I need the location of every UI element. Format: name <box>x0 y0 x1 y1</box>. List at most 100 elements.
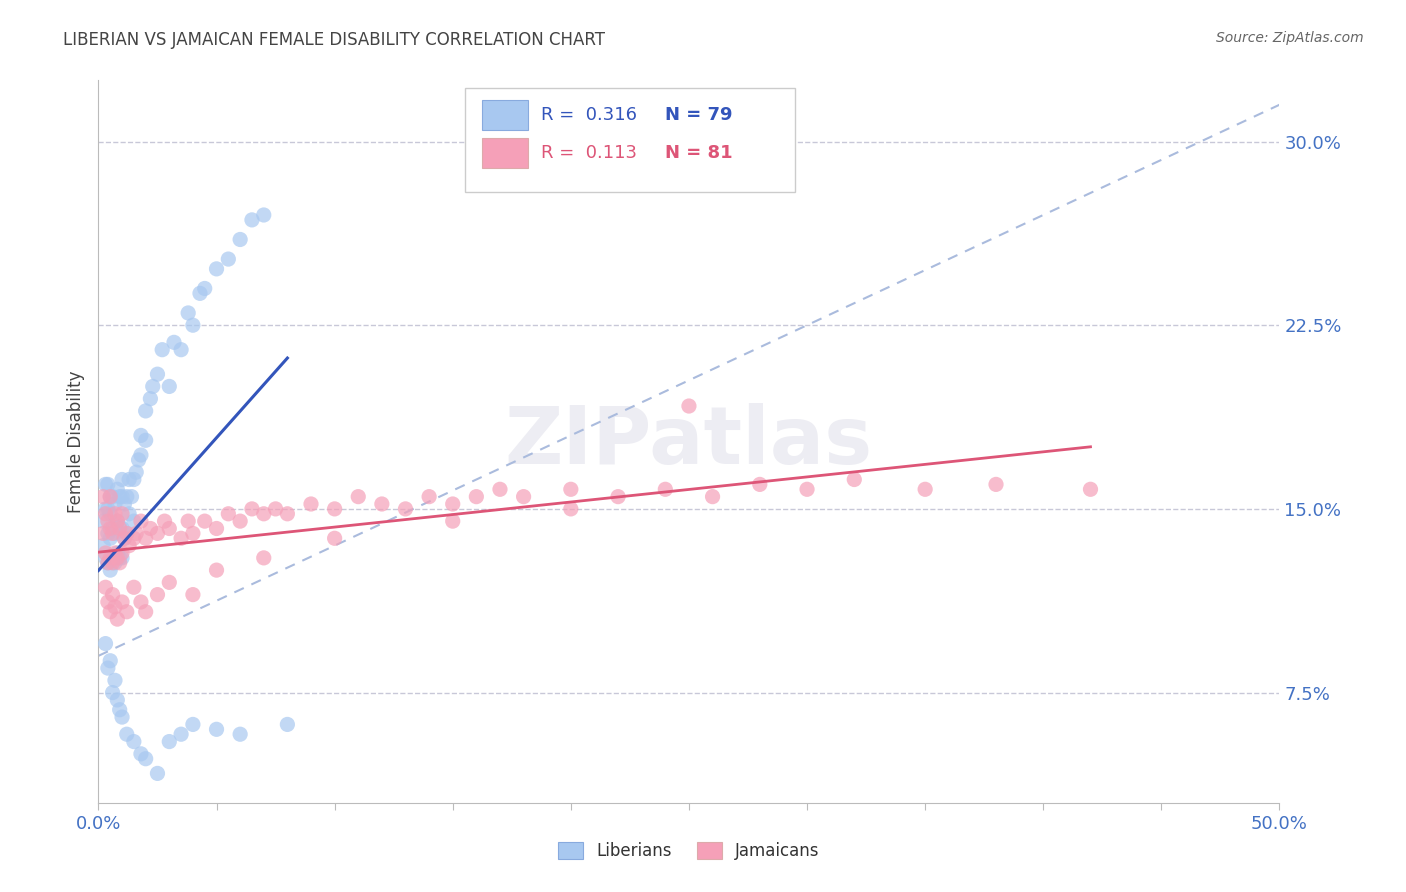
Point <box>115 605 138 619</box>
Point <box>170 727 193 741</box>
Point <box>111 546 134 560</box>
Point <box>560 502 582 516</box>
Point <box>153 514 176 528</box>
Point <box>98 550 121 565</box>
Point <box>205 563 228 577</box>
Point <box>112 531 135 545</box>
Point <box>111 550 134 565</box>
Point <box>97 556 120 570</box>
Point <box>465 490 488 504</box>
Point <box>702 490 724 504</box>
Point <box>181 717 204 731</box>
Point <box>111 521 134 535</box>
Point <box>253 507 276 521</box>
Point <box>94 477 117 491</box>
Point <box>98 521 121 535</box>
Point <box>844 473 866 487</box>
Text: ZIPatlas: ZIPatlas <box>505 402 873 481</box>
Point <box>112 531 135 545</box>
Point <box>276 717 298 731</box>
Point <box>253 208 276 222</box>
Point <box>122 734 145 748</box>
Point <box>108 490 131 504</box>
Point <box>678 399 700 413</box>
FancyBboxPatch shape <box>482 100 529 130</box>
Point <box>796 483 818 497</box>
Point <box>101 588 124 602</box>
Point <box>418 490 440 504</box>
Point <box>104 526 127 541</box>
Point <box>94 580 117 594</box>
Point <box>115 526 138 541</box>
Text: R =  0.113: R = 0.113 <box>541 145 637 162</box>
Point <box>276 507 298 521</box>
Point <box>111 473 134 487</box>
Point <box>98 490 121 504</box>
Point <box>394 502 416 516</box>
Point <box>98 654 121 668</box>
Point <box>108 521 131 535</box>
Point <box>121 490 143 504</box>
Point <box>146 526 169 541</box>
Point <box>104 599 127 614</box>
Point <box>105 546 128 560</box>
Point <box>371 497 394 511</box>
Point <box>163 335 186 350</box>
Point <box>177 514 200 528</box>
Point <box>101 556 124 570</box>
Point <box>560 483 582 497</box>
Point <box>146 367 169 381</box>
Point <box>229 232 252 246</box>
Point <box>194 281 217 295</box>
Point <box>229 514 252 528</box>
Point <box>94 502 117 516</box>
Point <box>170 531 193 545</box>
Point <box>170 343 193 357</box>
Point <box>181 526 204 541</box>
Point <box>104 507 127 521</box>
Point <box>91 514 114 528</box>
Point <box>98 490 121 504</box>
Point <box>139 392 162 406</box>
Point <box>181 588 204 602</box>
Point <box>135 531 157 545</box>
Point <box>97 514 120 528</box>
Point <box>118 507 141 521</box>
Point <box>139 521 162 535</box>
Text: N = 79: N = 79 <box>665 106 733 124</box>
Point <box>115 526 138 541</box>
Point <box>98 507 121 521</box>
Point <box>323 531 346 545</box>
Point <box>264 502 287 516</box>
Point <box>607 490 630 504</box>
Point <box>135 404 157 418</box>
Point <box>94 637 117 651</box>
Point <box>111 490 134 504</box>
Point <box>94 550 117 565</box>
Point <box>108 550 131 565</box>
Point <box>122 531 145 545</box>
Point <box>101 521 124 535</box>
Point <box>94 507 117 521</box>
Point <box>115 727 138 741</box>
Point <box>194 514 217 528</box>
Point <box>98 531 121 545</box>
Point <box>177 306 200 320</box>
Point <box>253 550 276 565</box>
Point <box>217 507 239 521</box>
Point <box>323 502 346 516</box>
Point <box>129 514 152 528</box>
Point <box>489 483 512 497</box>
Point <box>135 752 157 766</box>
Point <box>91 526 114 541</box>
Point <box>129 747 152 761</box>
Point <box>97 502 120 516</box>
Point <box>157 734 180 748</box>
Point <box>748 477 770 491</box>
Point <box>142 379 165 393</box>
Point <box>205 521 228 535</box>
Point <box>111 710 134 724</box>
Point <box>122 473 145 487</box>
Point <box>205 723 228 737</box>
Text: LIBERIAN VS JAMAICAN FEMALE DISABILITY CORRELATION CHART: LIBERIAN VS JAMAICAN FEMALE DISABILITY C… <box>63 31 605 49</box>
